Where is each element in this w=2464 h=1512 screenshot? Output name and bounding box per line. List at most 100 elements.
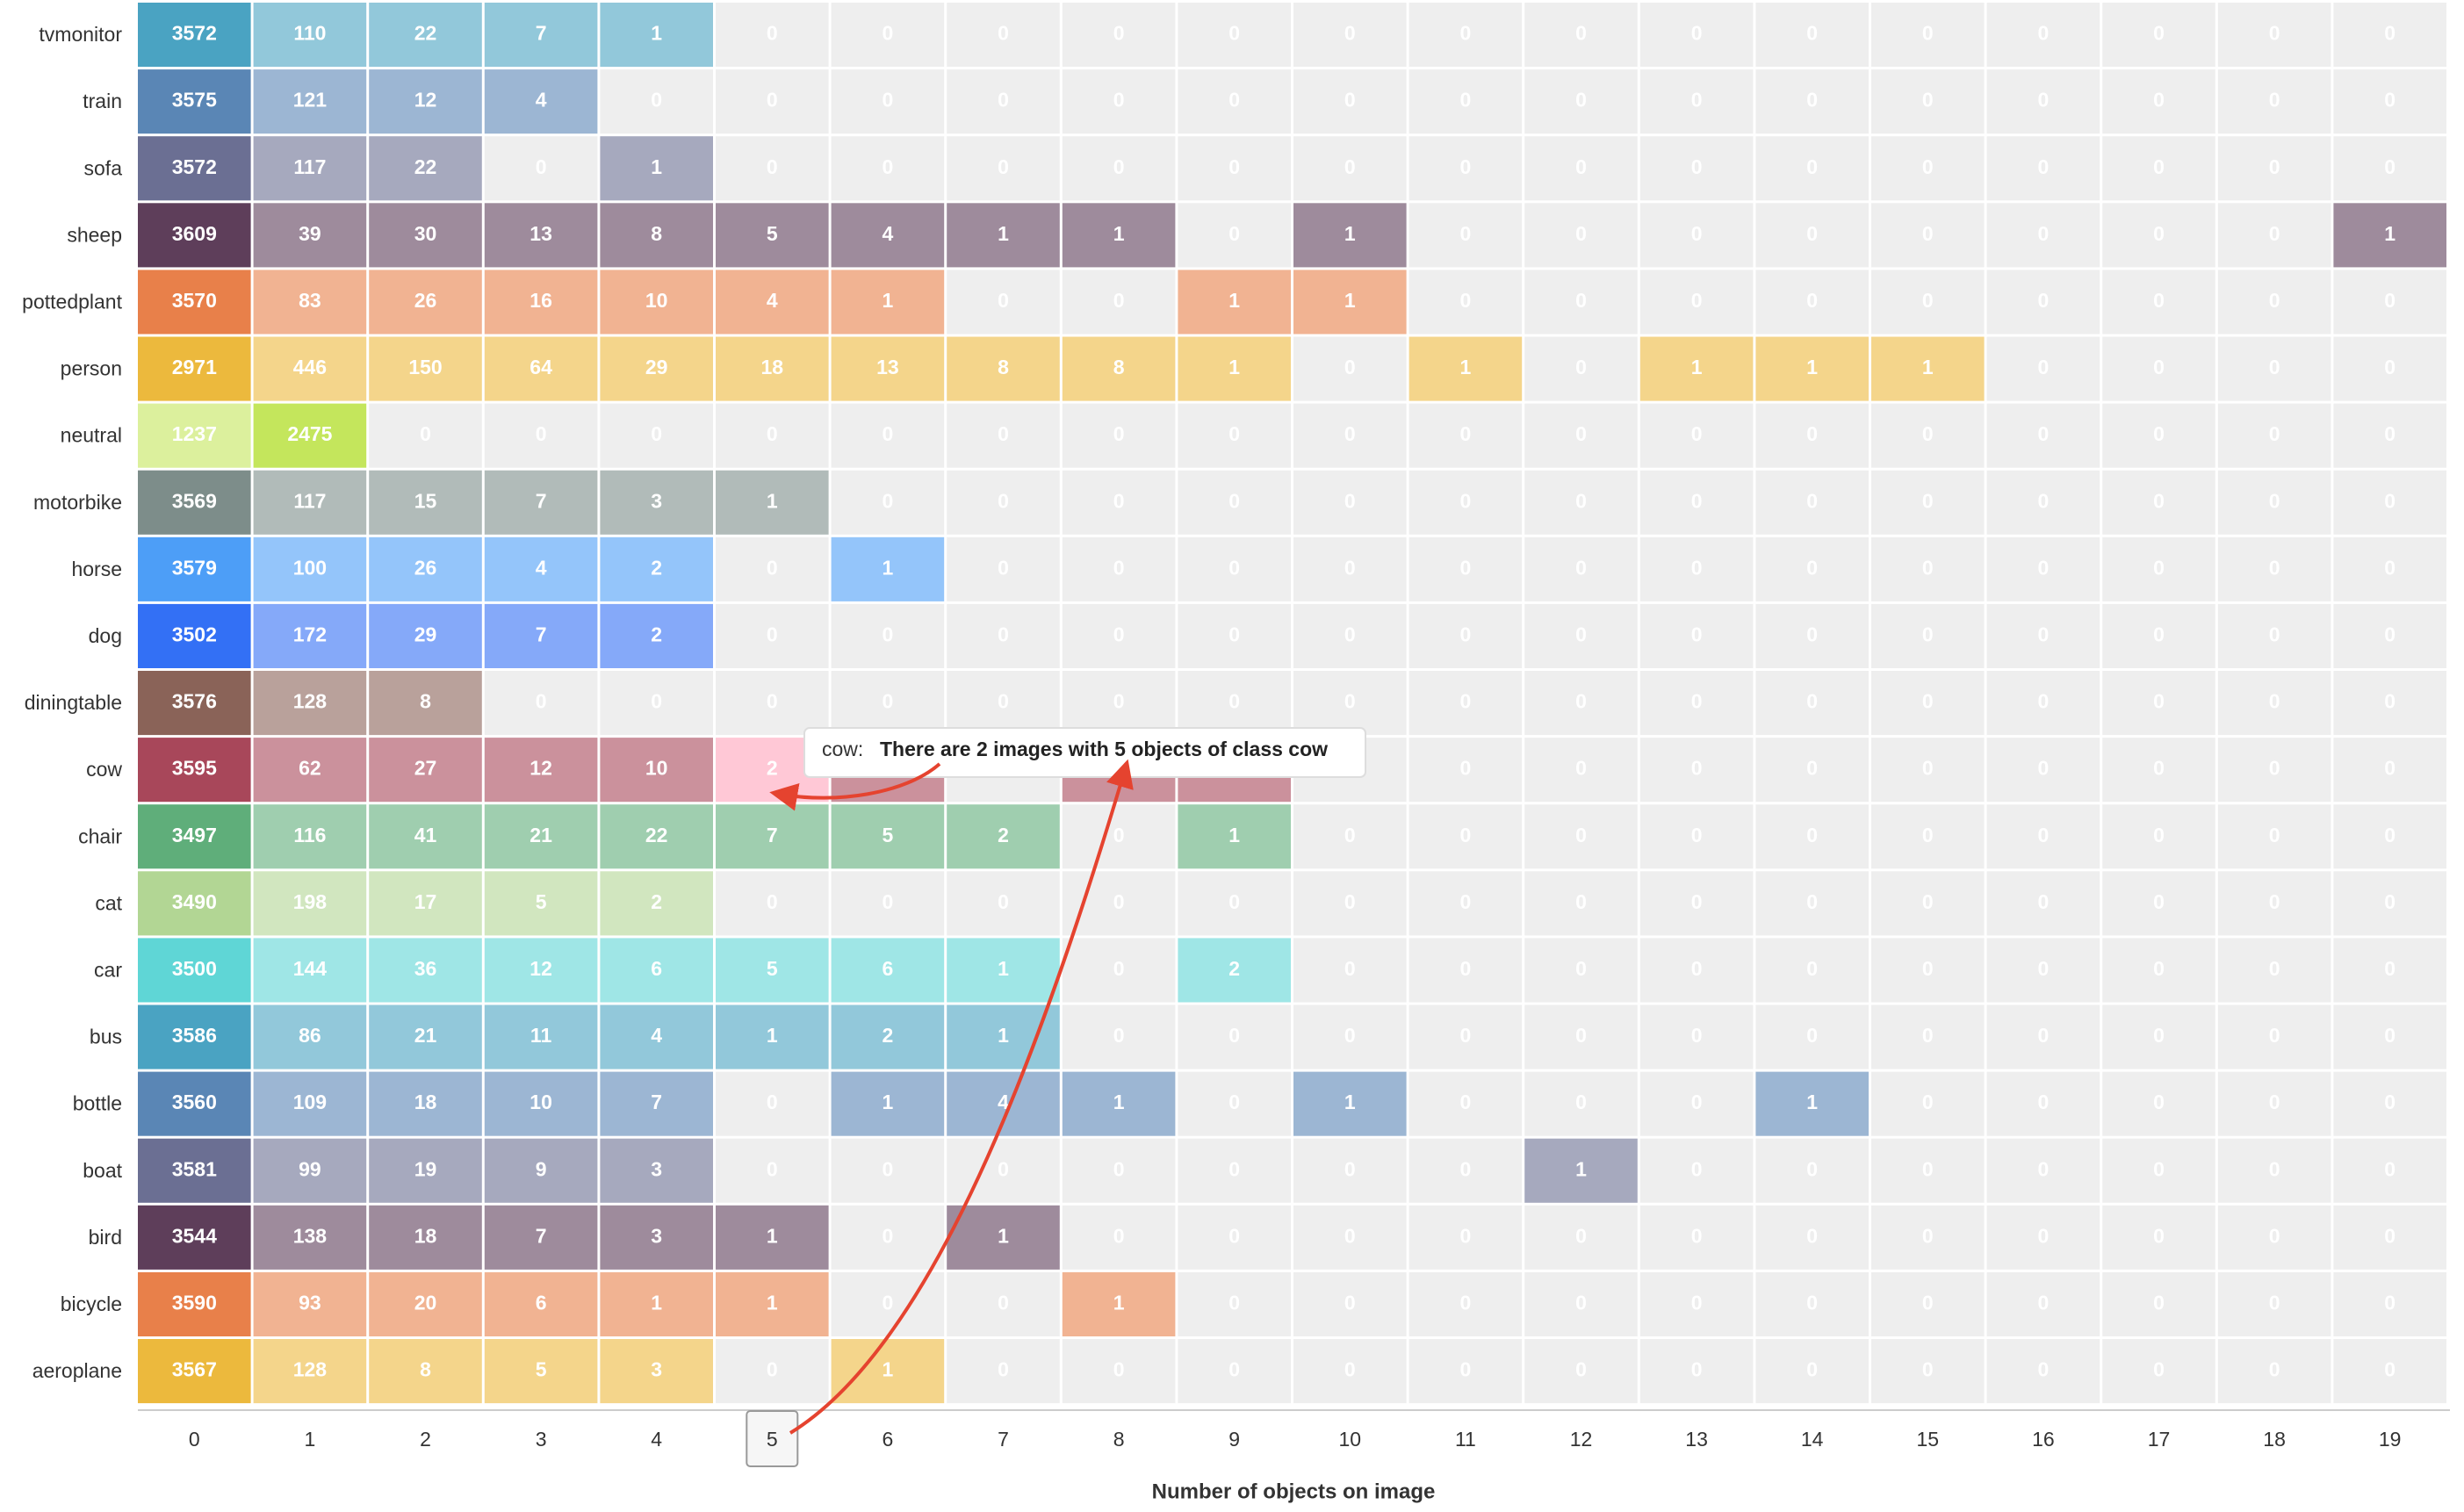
heatmap-cell: [831, 871, 945, 936]
heatmap-cell: [1639, 270, 1754, 335]
cell-label: 2971: [172, 356, 217, 378]
cell-label: 0: [1575, 824, 1587, 846]
heatmap-cell: [1639, 1138, 1754, 1203]
heatmap-cell: [1755, 938, 1869, 1003]
heatmap-cell: [1639, 938, 1754, 1003]
cell-label: 0: [998, 890, 1009, 913]
heatmap-cell: [2217, 336, 2331, 401]
heatmap-cell: [1524, 1271, 1638, 1336]
cell-label: 0: [2384, 690, 2396, 713]
heatmap-cell: [2102, 871, 2215, 936]
heatmap-cell: [484, 3, 598, 68]
cell-label: 0: [1228, 623, 1240, 646]
cell-label: 3: [651, 489, 662, 512]
cell-label: 0: [1922, 556, 1934, 579]
cell-label: 1: [1228, 824, 1240, 846]
heatmap-cell: [484, 603, 598, 668]
cell-label: 1: [767, 1224, 778, 1247]
cell-label: 0: [1460, 489, 1472, 512]
cell-label: 0: [1922, 824, 1934, 846]
row-label: tvmonitor: [39, 23, 122, 46]
cell-label: 0: [2269, 155, 2280, 178]
heatmap-cell: [2102, 603, 2215, 668]
cell-label: 0: [1922, 22, 1934, 45]
cell-label: 0: [1575, 1091, 1587, 1113]
heatmap-cell: [1871, 203, 1985, 268]
heatmap-cell: [1639, 470, 1754, 535]
cell-label: 0: [767, 22, 778, 45]
heatmap-cell: [1639, 671, 1754, 736]
cell-label: 0: [1806, 489, 1818, 512]
cell-label: 1: [883, 289, 894, 312]
cell-label: 0: [1344, 89, 1356, 112]
heatmap-cell: [2217, 1138, 2331, 1203]
cell-label: 144: [293, 957, 328, 980]
cell-label: 1: [1113, 1292, 1125, 1314]
heatmap-cell: [1293, 403, 1407, 468]
heatmap-cell: [253, 1271, 367, 1336]
cell-label: 8: [651, 222, 662, 245]
cell-label: 0: [1228, 1024, 1240, 1047]
cell-label: 3570: [172, 289, 217, 312]
cell-label: 1: [998, 1024, 1009, 1047]
x-tick-label: 2: [420, 1428, 431, 1451]
tooltip: cow: There are 2 images with 5 objects o…: [803, 727, 1366, 778]
cell-label: 0: [2153, 890, 2165, 913]
heatmap-cell: [1755, 871, 1869, 936]
heatmap-cell: [1178, 1271, 1291, 1336]
heatmap-cell: [831, 336, 945, 401]
cell-label: 0: [1922, 89, 1934, 112]
row-label: sheep: [67, 223, 122, 246]
heatmap-cell: [600, 804, 713, 869]
heatmap-cell: [1986, 136, 2100, 201]
cell-label: 2: [651, 556, 662, 579]
cell-label: 17: [414, 890, 437, 913]
x-tick-label: 11: [1455, 1428, 1476, 1451]
cell-label: 0: [2153, 1157, 2165, 1180]
row-label: bird: [89, 1226, 122, 1249]
cell-label: 0: [998, 489, 1009, 512]
heatmap-cell: [1409, 603, 1523, 668]
heatmap-cell: [600, 403, 713, 468]
cell-label: 3590: [172, 1292, 217, 1314]
x-axis: 0 1 2 3 4 5 6 7 8 9 10 11 12 13 14 15 16 17 18 19: [189, 1428, 2402, 1451]
cell-label: 0: [1344, 356, 1356, 378]
cell-label: 0: [1575, 489, 1587, 512]
heatmap-cell: [1986, 403, 2100, 468]
heatmap-cell: [716, 403, 829, 468]
heatmap-cell: [1409, 3, 1523, 68]
cell-label: 0: [2269, 1157, 2280, 1180]
cell-label: 0: [2269, 489, 2280, 512]
cell-label: 0: [651, 89, 662, 112]
heatmap-cell: [1409, 1138, 1523, 1203]
cell-label: 18: [414, 1091, 437, 1113]
x-tick-label: 7: [998, 1428, 1009, 1451]
cell-label: 41: [414, 824, 437, 846]
cell-label: 0: [1575, 155, 1587, 178]
cell-label: 0: [998, 89, 1009, 112]
cell-label: 0: [767, 1091, 778, 1113]
cell-label: 1: [1575, 1157, 1587, 1180]
cell-label: 0: [1806, 690, 1818, 713]
cell-label: 4: [651, 1024, 662, 1047]
cell-label: 0: [1922, 1292, 1934, 1314]
cell-label: 0: [2038, 824, 2050, 846]
cell-label: 0: [1575, 1358, 1587, 1381]
heatmap-cell: [1871, 603, 1985, 668]
heatmap-cell: [1755, 69, 1869, 134]
cell-label: 21: [530, 824, 552, 846]
cell-label: 0: [2269, 89, 2280, 112]
heatmap-cell: [2333, 1271, 2446, 1336]
heatmap-cell: [1409, 203, 1523, 268]
heatmap-cell: [484, 536, 598, 601]
cell-label: 0: [2038, 1024, 2050, 1047]
heatmap-cell: [947, 1271, 1060, 1336]
heatmap-cell: [831, 1138, 945, 1203]
cell-label: 1: [998, 957, 1009, 980]
row-label: pottedplant: [22, 291, 122, 313]
cell-label: 0: [1922, 1157, 1934, 1180]
cell-label: 0: [1575, 1292, 1587, 1314]
cell-label: 64: [530, 356, 552, 378]
heatmap-cell: [253, 1071, 367, 1136]
